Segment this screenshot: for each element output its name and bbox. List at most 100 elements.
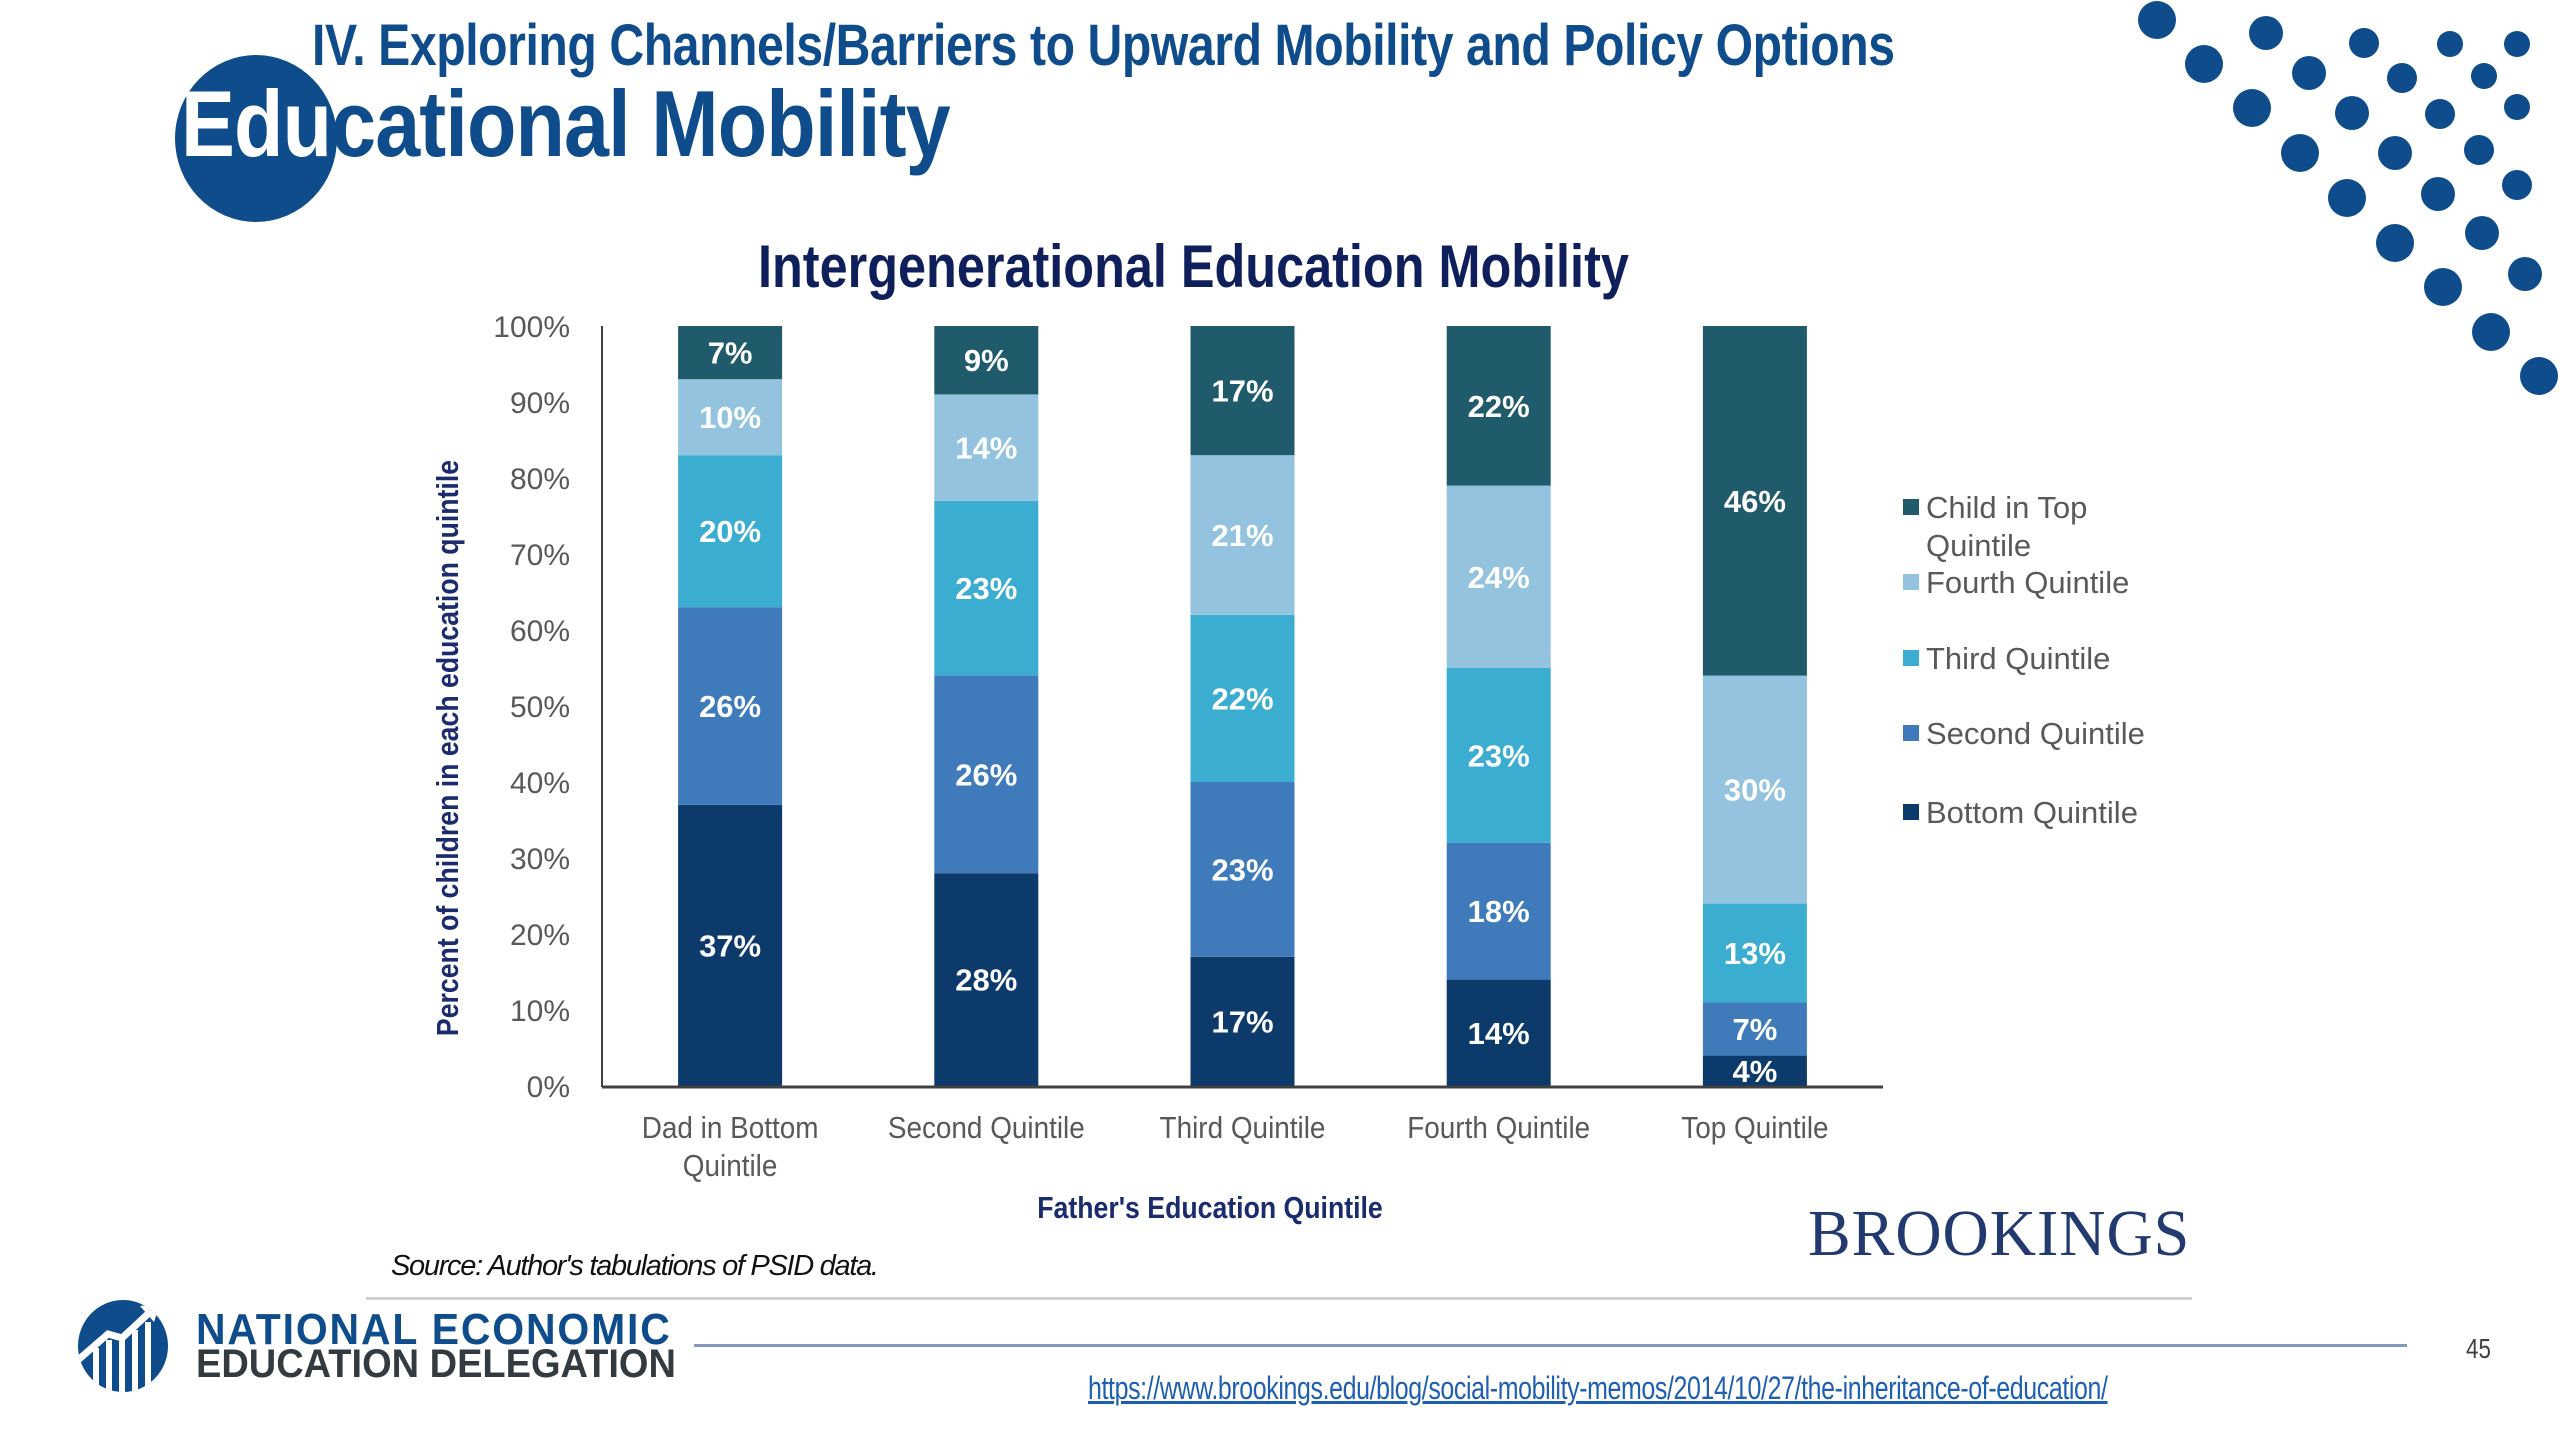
bar-value-label: 13% [1724,936,1786,971]
bar-value-label: 23% [955,571,1017,606]
bar-segment [1446,842,1551,980]
decorative-dot [2472,313,2510,351]
bar-segment [934,326,1039,395]
need-logo-icon [78,1300,168,1392]
bar-segment [1446,485,1551,668]
bar-segment [934,873,1039,1086]
bar-segment [678,804,783,1086]
bar-value-label: 37% [699,928,761,963]
bar-segment [1190,455,1295,615]
bar-value-label: 23% [1211,852,1273,887]
y-tick-label: 90% [510,387,570,420]
legend-label: Quintile [1926,528,2031,563]
bar-value-label: 18% [1468,894,1530,929]
org-name-line2: EDUCATION DELEGATION [196,1342,676,1386]
legend-item: Third Quintile [1903,641,2110,676]
decorative-dot [2464,135,2494,165]
legend-swatch [1903,499,1919,515]
decorative-dot [2508,257,2542,291]
decorative-dot [2504,94,2530,120]
y-tick-label: 50% [510,691,570,724]
y-tick-label: 70% [510,539,570,572]
bar-stack: 14% 18% 23% 24% 22% [1446,326,1551,1086]
decorative-dot [2437,31,2463,57]
decorative-dot [2425,99,2455,129]
org-name-line1: NATIONAL ECONOMIC [196,1305,672,1354]
legend-label: Third Quintile [1926,641,2110,676]
legend-swatch [1903,804,1919,820]
slide-title-highlight: Edu [181,71,332,176]
decorative-dot-pattern [2138,1,2558,395]
legend-item: Fourth Quintile [1903,565,2129,600]
bar-segment [1446,979,1551,1086]
axes [601,326,1883,1089]
bar-value-label: 24% [1468,560,1530,595]
decorative-dot [2376,224,2414,262]
y-tick-label: 30% [510,843,570,876]
bar-segment [1190,956,1295,1086]
decorative-dot [2249,16,2283,50]
stacked-bar-chart: 0% 10% 20% 30% 40% 50% 60% 70% 80% 90% 100% 37% 26%… [431,311,2145,1226]
bar-stack: 4% 7% 13% 30% 46% [1702,326,1807,1089]
decorative-dot [2281,134,2319,172]
y-tick-label: 10% [510,995,570,1028]
bar-segment [1446,668,1551,843]
decorative-dot [2424,268,2462,306]
legend-swatch [1903,725,1919,741]
bar-segment [934,675,1039,874]
bar-value-label: 22% [1468,389,1530,424]
decorative-dot [2421,177,2455,211]
decorative-dot [2328,179,2366,217]
decorative-dot [2185,45,2223,83]
brookings-logo: BROOKINGS [1808,1197,2191,1270]
decorative-dot [2138,1,2176,39]
footer-divider [366,1297,2192,1300]
slide-title: Educational Mobility [181,70,951,178]
bar-segment [1446,326,1551,486]
bar-stack: 37% 26% 20% 10% 7% [678,326,783,1086]
y-tick-label: 0% [527,1071,570,1104]
bar-segment [934,500,1039,676]
bar-stack: 17% 23% 22% 21% 17% [1190,326,1295,1086]
x-axis-title: Father's Education Quintile [1037,1191,1382,1225]
bar-segment [1702,903,1807,1003]
legend-label: Second Quintile [1926,716,2145,751]
bar-segment [678,379,783,456]
bar-segment [1702,675,1807,904]
y-tick-label: 40% [510,767,570,800]
legend-swatch [1903,650,1919,666]
decorative-dot [2378,136,2412,170]
x-category-label: Second Quintile [888,1111,1085,1146]
bar-value-label: 22% [1211,681,1273,716]
x-category-label: Third Quintile [1160,1111,1326,1146]
page-number: 45 [2466,1333,2491,1364]
source-url-link[interactable]: https://www.brookings.edu/blog/social-mo… [1088,1370,2108,1406]
decorative-dot [2349,28,2379,58]
bar-segment [934,394,1039,501]
bar-segment [678,607,783,805]
bar-segment [1702,326,1807,676]
bars: 37% 26% 20% 10% 7% 28% 26% 23% 14% 9% 17% 23% 22% 21%… [678,326,1807,1089]
bar-value-label: 26% [955,757,1017,792]
source-note: Source: Author's tabulations of PSID dat… [391,1250,879,1282]
legend-swatch [1903,574,1919,590]
decorative-dot [2520,357,2558,395]
x-category-label: Quintile [683,1149,778,1184]
bar-segment [678,455,783,608]
bar-value-label: 20% [699,514,761,549]
y-axis-title: Percent of children in each education qu… [431,460,465,1036]
section-heading: IV. Exploring Channels/Barriers to Upwar… [312,13,1895,78]
legend-label: Bottom Quintile [1926,795,2138,830]
y-tick-label: 20% [510,919,570,952]
bar-segment [678,326,783,380]
legend-label: Child in Top [1926,490,2087,525]
bar-stack: 28% 26% 23% 14% 9% [934,326,1039,1086]
footer-rule [694,1344,2407,1347]
bar-value-label: 30% [1724,773,1786,808]
x-category-label: Fourth Quintile [1407,1111,1590,1146]
y-tick-label: 80% [510,463,570,496]
title-accent-circle [175,55,337,222]
y-tick-label: 60% [510,615,570,648]
